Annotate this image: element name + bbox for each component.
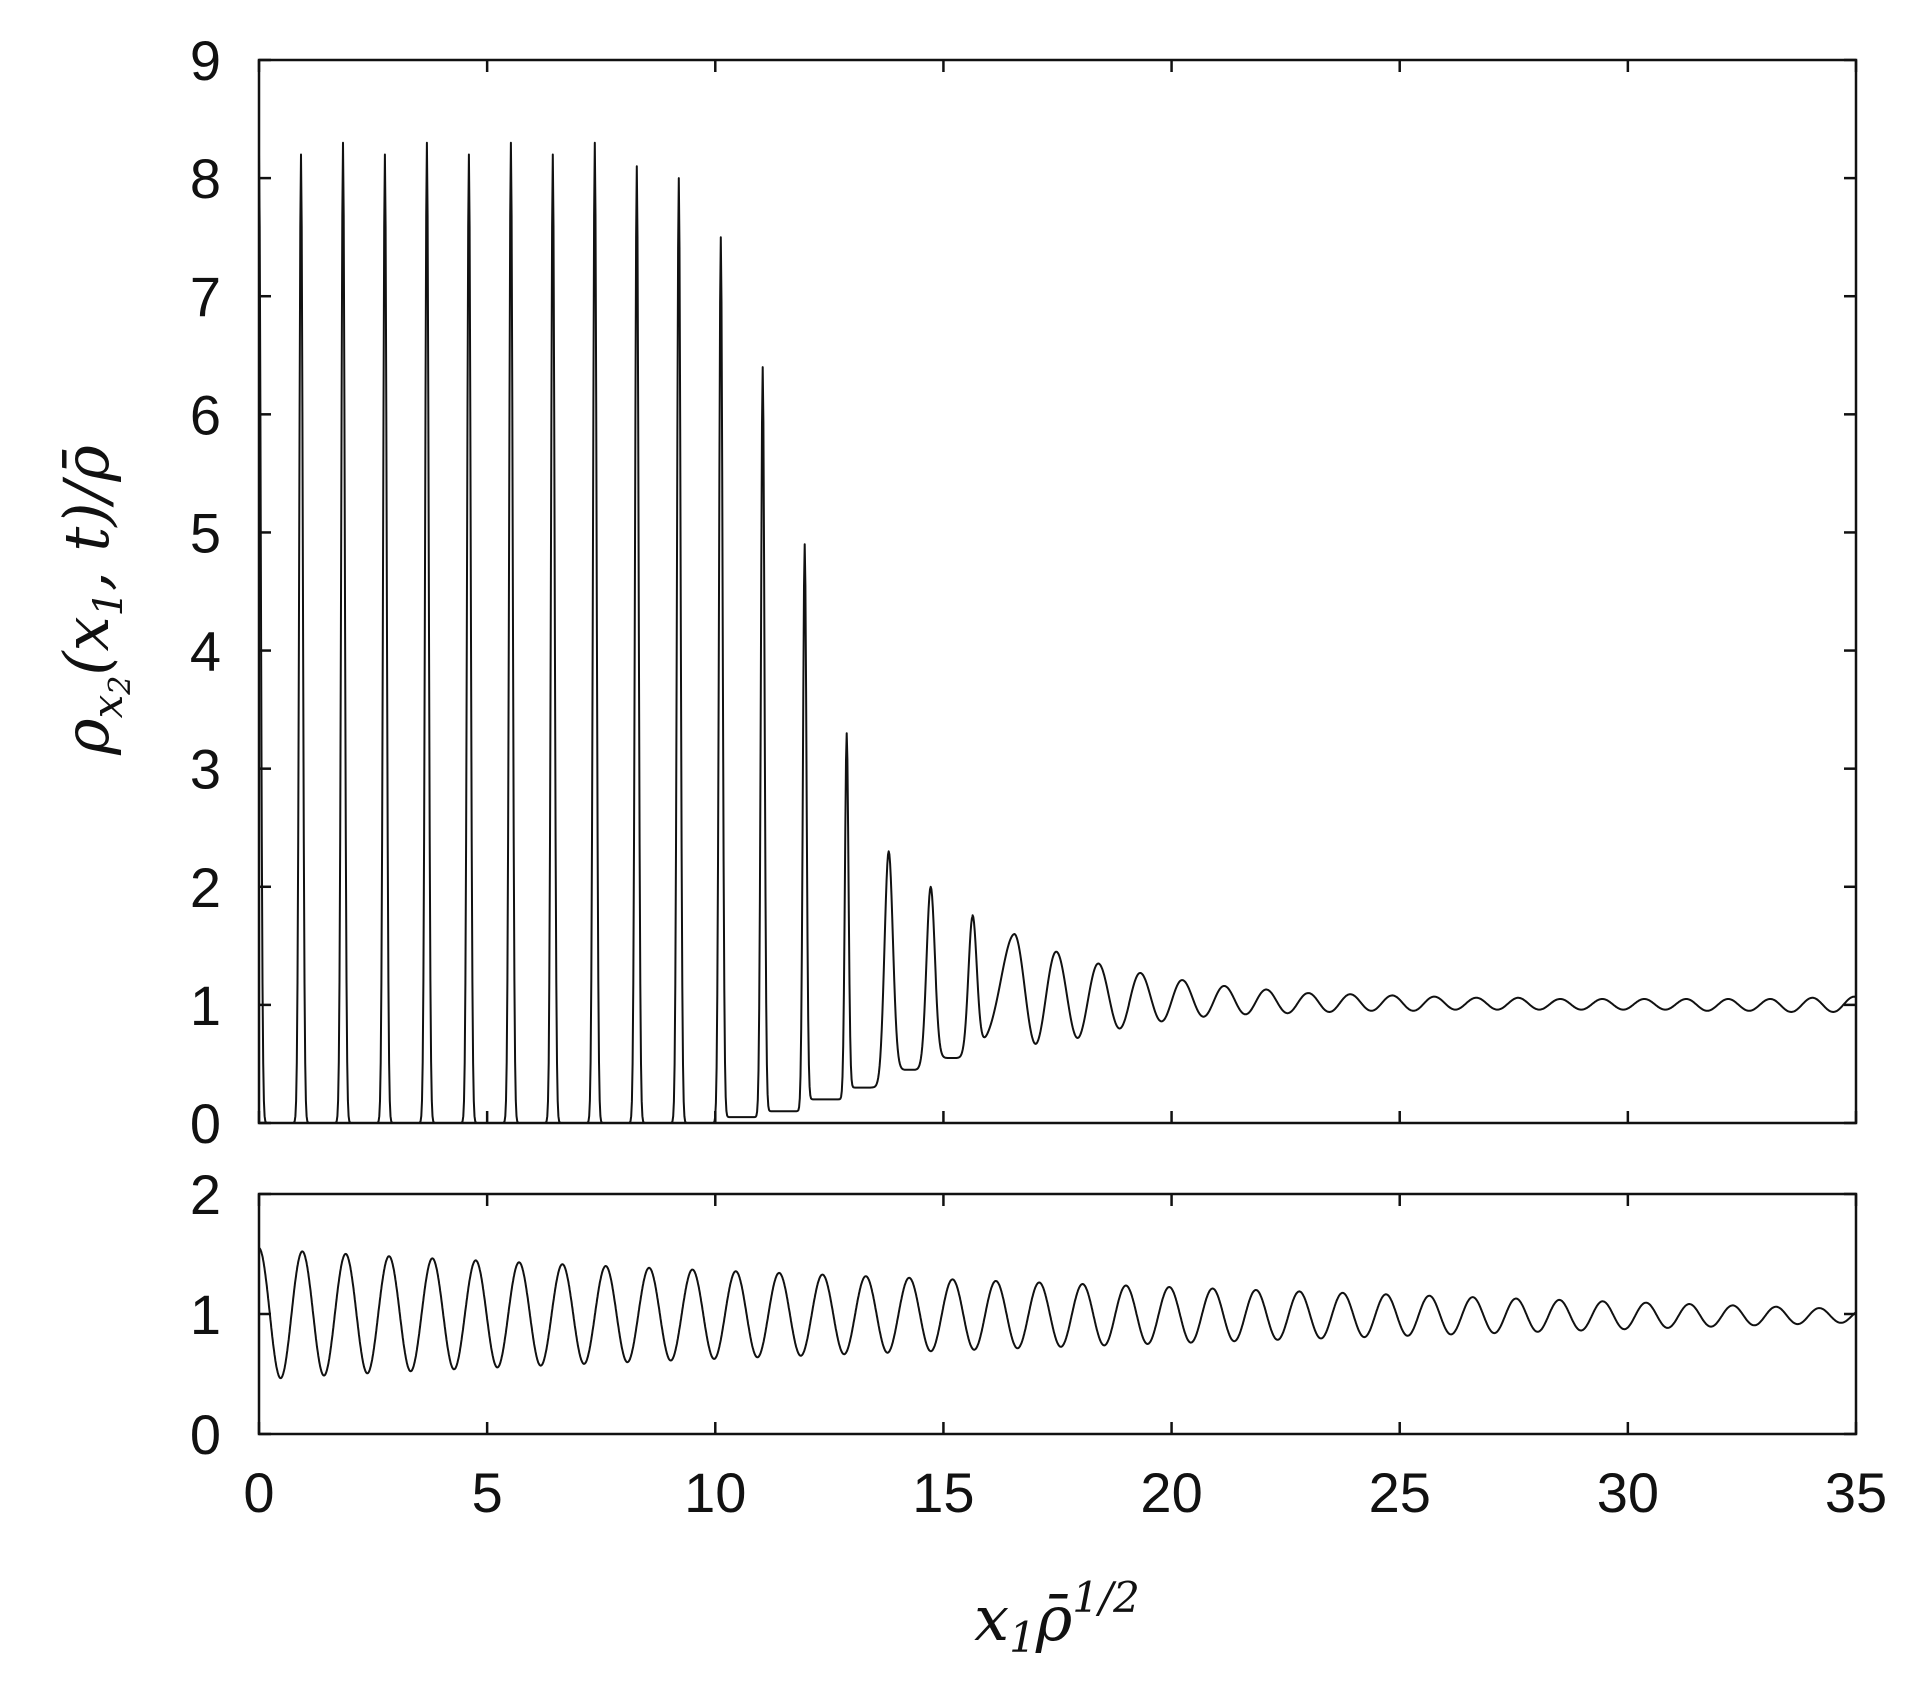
y-tick-label: 2 — [190, 856, 221, 919]
y-tick-label: 0 — [190, 1403, 221, 1466]
bottom-plot-frame — [257, 1192, 1858, 1436]
top-plot-frame — [257, 58, 1858, 1125]
x-axis-label: x1ρ̄1/2 — [974, 1573, 1140, 1662]
y-tick-label: 0 — [190, 1092, 221, 1155]
y-label-subsub: 2 — [103, 676, 138, 696]
x-label-exp: 1/2 — [1072, 1573, 1140, 1622]
x-tick-label: 25 — [1369, 1461, 1431, 1524]
x-tick-label: 0 — [243, 1461, 274, 1524]
x-label-rho: ρ̄ — [1035, 1582, 1072, 1655]
y-tick-label: 1 — [190, 1283, 221, 1346]
y-tick-label: 2 — [190, 1163, 221, 1226]
svg-text:ρx2(x1, t)/ρ̄: ρx2(x1, t)/ρ̄ — [50, 445, 138, 756]
bottom-panel: 0 5 10 15 20 25 30 35 0 1 2 — [190, 1163, 1887, 1524]
y-axis-label: ρx2(x1, t)/ρ̄ — [50, 445, 138, 756]
y-tick-label: 5 — [190, 501, 221, 564]
top-y-ticks: 0 1 2 3 4 5 6 7 8 9 — [190, 29, 1856, 1155]
bottom-y-ticks: 0 1 2 — [190, 1163, 1856, 1466]
x-tick-label: 20 — [1140, 1461, 1202, 1524]
bottom-x-ticks: 0 5 10 15 20 25 30 35 — [243, 1194, 1887, 1524]
x-label-x: x — [974, 1582, 1009, 1655]
y-tick-label: 8 — [190, 147, 221, 210]
bottom-density-series — [258, 1247, 1857, 1380]
top-panel: 0 1 2 3 4 5 6 7 8 9 — [190, 29, 1858, 1155]
y-label-rest: (x — [50, 616, 123, 675]
top-x-ticks — [257, 60, 1858, 1123]
x-tick-label: 10 — [684, 1461, 746, 1524]
x-tick-label: 15 — [912, 1461, 974, 1524]
x-tick-label: 5 — [472, 1461, 503, 1524]
y-tick-label: 9 — [190, 29, 221, 92]
y-label-sub: x — [83, 694, 132, 718]
y-tick-label: 6 — [190, 383, 221, 446]
y-label-sub1: 1 — [86, 591, 132, 616]
x-label-sub: 1 — [1009, 1613, 1036, 1662]
y-label-rest2: , t)/ρ̄ — [50, 445, 123, 591]
top-density-series — [258, 141, 1856, 1124]
svg-text:x1ρ̄1/2: x1ρ̄1/2 — [974, 1573, 1140, 1662]
y-tick-label: 3 — [190, 738, 221, 801]
x-tick-label: 35 — [1825, 1461, 1887, 1524]
y-tick-label: 7 — [190, 265, 221, 328]
y-tick-label: 1 — [190, 974, 221, 1037]
y-tick-label: 4 — [190, 620, 221, 683]
y-label-rho: ρ — [50, 718, 123, 755]
x-tick-label: 30 — [1597, 1461, 1659, 1524]
